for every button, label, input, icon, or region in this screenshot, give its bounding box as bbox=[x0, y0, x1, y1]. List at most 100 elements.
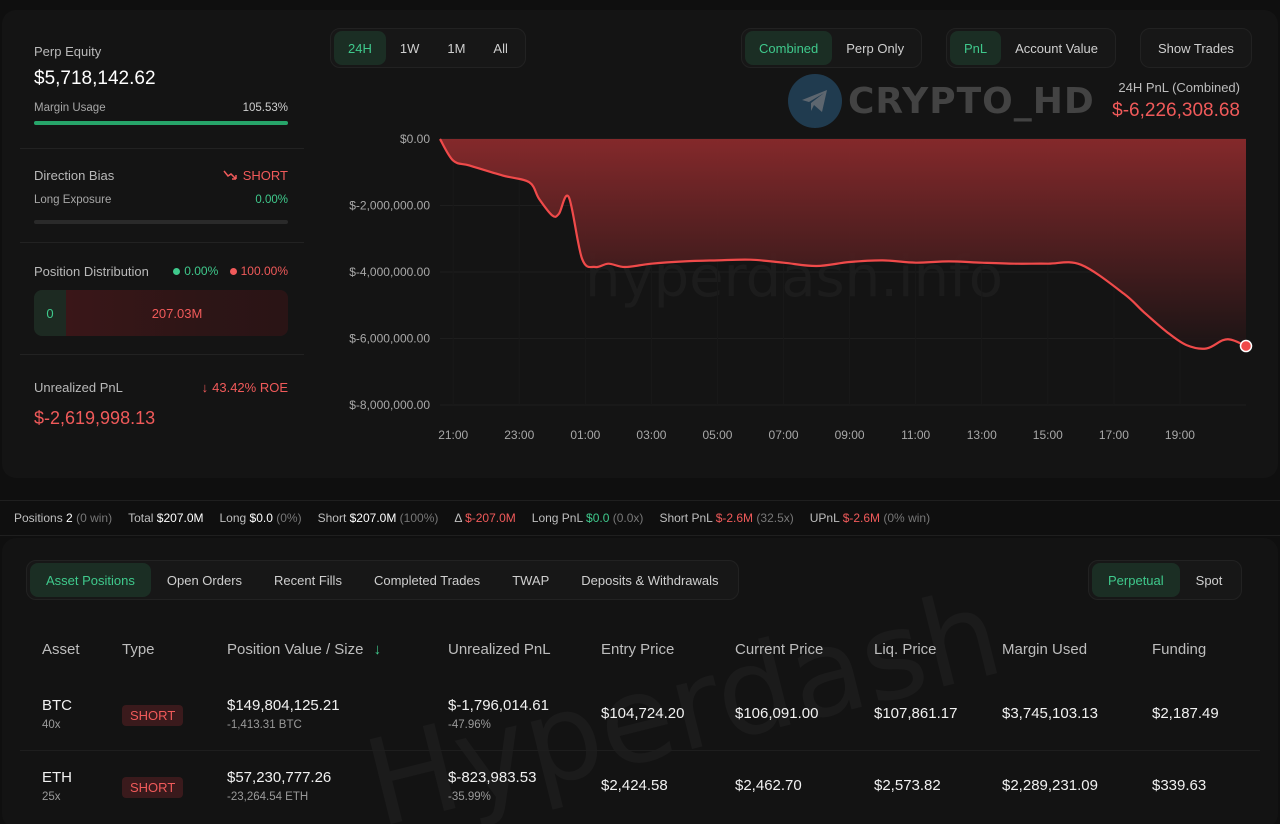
pnl-area-fill bbox=[440, 139, 1246, 349]
unrealized-roe-text: 43.42% ROE bbox=[212, 380, 288, 395]
margin-usage-value: 105.53% bbox=[242, 102, 288, 114]
tab-recent-fills[interactable]: Recent Fills bbox=[274, 572, 342, 588]
row-upnl: $-823,983.53 bbox=[448, 769, 537, 786]
telegram-icon bbox=[788, 74, 842, 128]
y-tick-label: $0.00 bbox=[400, 132, 430, 146]
x-tick-label: 05:00 bbox=[702, 428, 732, 442]
brand-watermark: CRYPTO_HD bbox=[788, 74, 1095, 128]
header-type[interactable]: Type bbox=[122, 641, 155, 658]
unrealized-roe: ↓ 43.42% ROE bbox=[34, 380, 288, 395]
row-current-price: $106,091.00 bbox=[735, 705, 819, 722]
tab-perpetual[interactable]: Perpetual bbox=[1092, 563, 1180, 597]
row-entry-price: $2,424.58 bbox=[601, 777, 668, 794]
pnl-last-point bbox=[1239, 339, 1253, 353]
row-margin-used: $3,745,103.13 bbox=[1002, 705, 1098, 722]
stat-short-pnl: Short PnL $-2.6M (32.5x) bbox=[659, 511, 794, 525]
dist-long-segment: 0 bbox=[34, 290, 66, 336]
x-tick-label: 09:00 bbox=[835, 428, 865, 442]
tab-spot[interactable]: Spot bbox=[1195, 572, 1223, 588]
row-asset: ETH bbox=[42, 769, 72, 786]
x-tick-label: 07:00 bbox=[769, 428, 799, 442]
long-dot-icon bbox=[173, 268, 181, 275]
metric-selector: PnL Account Value bbox=[946, 28, 1117, 68]
direction-bias-label: Direction Bias bbox=[34, 168, 115, 183]
row-margin-used: $2,289,231.09 bbox=[1002, 777, 1098, 794]
unrealized-pnl-label: Unrealized PnL bbox=[34, 380, 123, 395]
status-badge: SHORT bbox=[122, 705, 184, 726]
y-tick-label: $-8,000,000.00 bbox=[349, 398, 430, 412]
margin-usage-bar bbox=[34, 121, 288, 125]
row-position-size: -1,413.31 BTC bbox=[227, 719, 302, 731]
stats-strip: Positions 2 (0 win) Total $207.0M Long $… bbox=[0, 500, 1280, 536]
mode-selector: Combined Perp Only bbox=[741, 28, 923, 68]
stat-positions: Positions 2 (0 win) bbox=[14, 511, 113, 525]
long-exposure-label: Long Exposure bbox=[34, 194, 112, 206]
margin-usage-label: Margin Usage bbox=[34, 102, 106, 114]
direction-bias-text: SHORT bbox=[242, 168, 288, 183]
x-tick-label: 21:00 bbox=[438, 428, 468, 442]
row-upnl: $-1,796,014.61 bbox=[448, 697, 549, 714]
combined-button[interactable]: Combined bbox=[745, 31, 833, 65]
stat-long: Long $0.0 (0%) bbox=[219, 511, 302, 525]
long-exposure-value: 0.00% bbox=[255, 194, 288, 206]
account-value-button[interactable]: Account Value bbox=[1015, 40, 1099, 56]
stat-long-pnl: Long PnL $0.0 (0.0x) bbox=[531, 511, 644, 525]
row-position-value: $57,230,777.26 bbox=[227, 769, 332, 786]
header-position-value[interactable]: Position Value / Size ↓ bbox=[227, 641, 382, 658]
y-tick-label: $-6,000,000.00 bbox=[349, 332, 430, 346]
header-margin-used[interactable]: Margin Used bbox=[1002, 641, 1088, 658]
stat-short: Short $207.0M (100%) bbox=[317, 511, 439, 525]
tab-asset-positions[interactable]: Asset Positions bbox=[30, 563, 151, 597]
row-liq-price: $107,861.17 bbox=[874, 705, 958, 722]
x-tick-label: 01:00 bbox=[570, 428, 600, 442]
x-tick-label: 11:00 bbox=[901, 428, 930, 442]
stat-total: Total $207.0M bbox=[128, 511, 204, 525]
header-liq-price[interactable]: Liq. Price bbox=[874, 641, 937, 658]
row-funding: $2,187.49 bbox=[1152, 705, 1219, 722]
show-trades-button[interactable]: Show Trades bbox=[1158, 40, 1234, 56]
margin-usage-fill bbox=[34, 121, 288, 125]
pnl-chart: $0.00 $-2,000,000.00 $-4,000,000.00 $-6,000… bbox=[349, 132, 1253, 442]
direction-bias-value: SHORT bbox=[34, 168, 288, 184]
position-distribution-legend: 0.00% 100.00% bbox=[34, 264, 288, 278]
y-tick-label: $-4,000,000.00 bbox=[349, 265, 430, 279]
show-trades-group: Show Trades bbox=[1140, 28, 1252, 68]
range-24h-button[interactable]: 24H bbox=[334, 31, 386, 65]
header-entry-price[interactable]: Entry Price bbox=[601, 641, 675, 658]
unrealized-pnl-value: $-2,619,998.13 bbox=[34, 408, 156, 428]
range-1m-button[interactable]: 1M bbox=[447, 40, 466, 56]
tab-twap[interactable]: TWAP bbox=[512, 572, 550, 588]
row-upnl-pct: -47.96% bbox=[448, 719, 491, 731]
x-tick-label: 23:00 bbox=[504, 428, 534, 442]
header-asset[interactable]: Asset bbox=[42, 641, 80, 658]
row-leverage: 40x bbox=[42, 719, 61, 731]
x-tick-label: 15:00 bbox=[1033, 428, 1063, 442]
x-tick-label: 17:00 bbox=[1099, 428, 1129, 442]
row-funding: $339.63 bbox=[1152, 777, 1207, 794]
row-asset: BTC bbox=[42, 697, 72, 714]
tab-open-orders[interactable]: Open Orders bbox=[166, 572, 243, 588]
range-all-button[interactable]: All bbox=[493, 40, 508, 56]
pnl-header-label: 24H PnL (Combined) bbox=[1118, 80, 1240, 95]
brand-watermark-text: CRYPTO_HD bbox=[848, 80, 1095, 122]
row-entry-price: $104,724.20 bbox=[601, 705, 685, 722]
market-tabs: Perpetual Spot bbox=[1088, 560, 1243, 600]
header-unrealized-pnl[interactable]: Unrealized PnL bbox=[448, 641, 551, 658]
row-current-price: $2,462.70 bbox=[735, 777, 802, 794]
range-1w-button[interactable]: 1W bbox=[399, 40, 420, 56]
position-distribution-bar: 0 207.03M bbox=[34, 290, 288, 336]
row-position-value: $149,804,125.21 bbox=[227, 697, 340, 714]
position-distribution-label: Position Distribution bbox=[34, 264, 149, 279]
tab-deposits-withdrawals[interactable]: Deposits & Withdrawals bbox=[581, 572, 719, 588]
stat-upnl: UPnL $-2.6M (0% win) bbox=[809, 511, 931, 525]
positions-tabs: Asset Positions Open Orders Recent Fills… bbox=[26, 560, 739, 600]
pnl-series-line bbox=[439, 138, 1247, 350]
y-tick-label: $-2,000,000.00 bbox=[349, 199, 430, 213]
pnl-button[interactable]: PnL bbox=[950, 31, 1002, 65]
dist-short-pct: 100.00% bbox=[240, 264, 288, 278]
perp-only-button[interactable]: Perp Only bbox=[846, 40, 905, 56]
tab-completed-trades[interactable]: Completed Trades bbox=[373, 572, 481, 588]
header-funding[interactable]: Funding bbox=[1152, 641, 1207, 658]
dist-long-pct: 0.00% bbox=[184, 264, 219, 278]
header-current-price[interactable]: Current Price bbox=[735, 641, 824, 658]
